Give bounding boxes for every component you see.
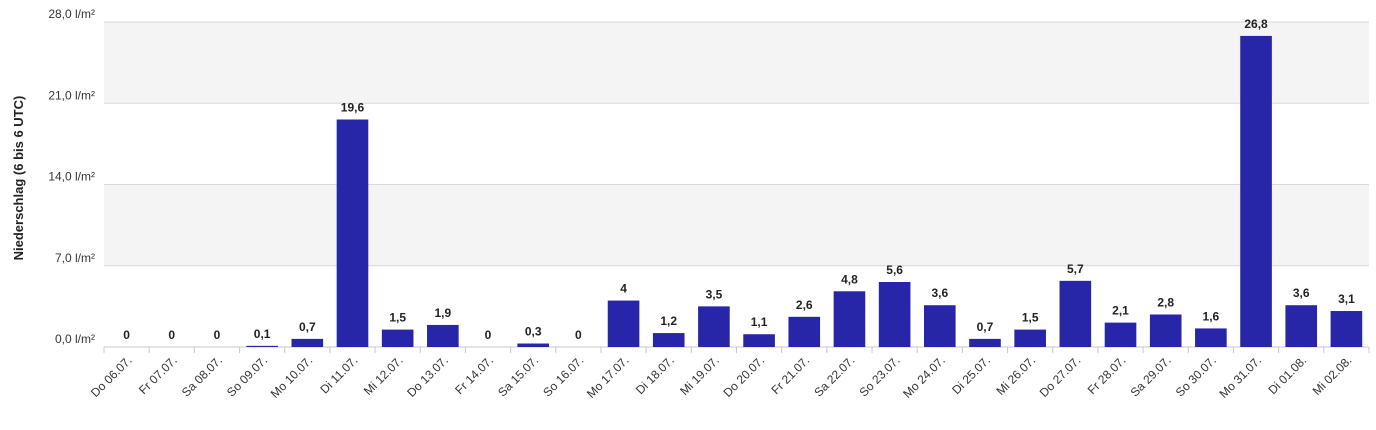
data-label: 2,8 [1157,296,1174,310]
bar[interactable] [607,300,640,347]
bar[interactable] [652,333,685,347]
data-label: 1,1 [751,315,768,329]
x-tick-label: Di 25.07. [949,353,993,397]
x-tick-label: Di 01.08. [1265,353,1309,397]
bar[interactable] [1059,280,1092,347]
data-label: 3,6 [931,286,948,300]
bar[interactable] [1149,314,1182,348]
bar[interactable] [427,324,459,347]
data-label: 4 [620,282,627,296]
bar[interactable] [743,334,775,347]
data-label: 0 [168,328,175,342]
x-tick-label: Sa 08.07. [179,353,225,399]
data-label: 19,6 [341,101,365,115]
x-tick-label: Mo 31.07. [1217,353,1265,401]
data-label: 1,6 [1203,309,1220,323]
x-tick-label: Mo 17.07. [584,353,632,401]
x-tick-label: Do 27.07. [1037,353,1084,400]
y-tick-label: 14,0 l/m² [48,170,95,184]
data-label: 1,5 [1022,311,1039,325]
bar[interactable] [1195,328,1227,347]
data-label: 1,5 [389,311,406,325]
x-tick-label: Di 11.07. [317,353,360,396]
data-label: 5,6 [886,263,903,277]
bar[interactable] [698,306,730,347]
x-tick-label: So 09.07. [224,353,270,399]
x-tick-label: Fr 07.07. [136,353,180,397]
bar[interactable] [1285,305,1318,347]
x-tick-label: Mi 19.07. [677,353,722,398]
y-tick-label: 0,0 l/m² [55,332,95,346]
data-label: 26,8 [1244,17,1268,31]
plot-bands [104,22,1369,266]
bar[interactable] [517,343,550,347]
data-label: 0,7 [977,320,994,334]
x-tick-label: Mi 26.07. [993,353,1038,398]
y-tick-label: 7,0 l/m² [55,251,95,265]
data-label: 3,6 [1293,286,1310,300]
data-label: 0 [575,328,582,342]
x-tick-label: Fr 28.07. [1085,353,1129,397]
data-label: 3,1 [1338,292,1355,306]
x-tick-label: Mi 12.07. [361,353,406,398]
data-labels: 0 0 0 0,1 0,7 19,6 1,5 1,9 0 0,3 0 4 1,2 3,5 1,1 2,6 4,8… [123,17,1355,342]
bar[interactable] [246,345,278,347]
x-tick-label: So 30.07. [1173,353,1219,399]
bar[interactable] [291,338,324,347]
bar[interactable] [1104,322,1137,347]
data-label: 4,8 [841,272,858,286]
data-label: 5,7 [1067,262,1084,276]
bar[interactable] [878,282,911,347]
y-tick-label: 28,0 l/m² [48,7,95,21]
x-tick-label: Sa 29.07. [1128,353,1174,399]
data-label: 3,5 [706,287,723,301]
data-label: 0 [485,328,492,342]
x-tick-label: Do 06.07. [88,353,135,400]
bar[interactable] [1014,329,1046,347]
y-axis: 0,0 l/m² 7,0 l/m² 14,0 l/m² 21,0 l/m² 28,0 l… [48,7,95,346]
data-label: 1,9 [434,306,451,320]
x-tick-label: So 16.07. [540,353,586,399]
x-tick-label: Sa 22.07. [811,353,857,399]
x-tick-label: Mo 10.07. [268,353,316,401]
x-axis: Do 06.07. Fr 07.07.Sa 08.07.So 09.07.Mo 1… [88,347,1370,401]
bar[interactable] [336,119,369,348]
data-label: 0 [214,328,221,342]
data-label: 0,3 [525,325,542,339]
data-label: 1,2 [660,314,677,328]
data-label: 0,7 [299,320,316,334]
bar[interactable] [833,291,866,347]
bar[interactable] [969,338,1001,347]
bar[interactable] [1330,311,1363,347]
data-label: 0,1 [254,327,271,341]
x-tick-label: Fr 14.07. [452,353,496,397]
bar[interactable] [381,329,414,347]
y-axis-title: Niederschlag (6 bis 6 UTC) [11,96,26,261]
bar[interactable] [923,305,956,347]
x-tick-label: Mo 24.07. [900,353,948,401]
y-tick-label: 21,0 l/m² [48,88,95,102]
data-label: 2,1 [1112,304,1129,318]
x-tick-label: Do 13.07. [404,353,451,400]
x-tick-label: So 23.07. [857,353,903,399]
bar[interactable] [788,316,821,347]
data-label: 0 [123,328,130,342]
x-tick-label: Di 18.07. [633,353,677,397]
bar[interactable] [1240,35,1272,348]
x-tick-label: Do 20.07. [721,353,768,400]
x-tick-label: Fr 21.07. [769,353,813,397]
bar-series [246,35,1363,348]
data-label: 2,6 [796,298,813,312]
x-tick-label: Sa 15.07. [495,353,541,399]
plot-band [104,184,1369,266]
plot-band [104,22,1369,104]
x-tick-label: Mi 02.08. [1310,353,1355,398]
